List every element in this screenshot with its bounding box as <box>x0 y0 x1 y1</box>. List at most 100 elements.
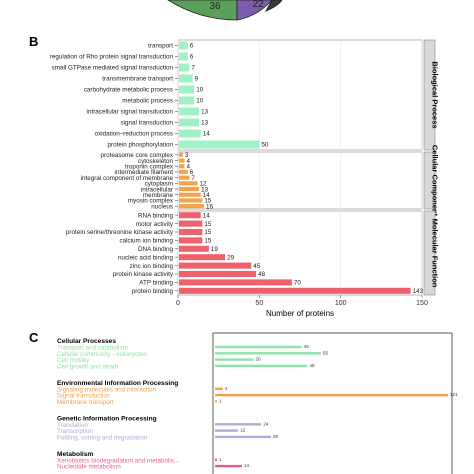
facet-strip <box>423 39 436 151</box>
bar-value-label: 50 <box>261 142 269 149</box>
facet-strip <box>423 210 436 296</box>
category-label: cytoplasm <box>145 181 173 188</box>
pie-slice-green-fill <box>167 0 238 21</box>
bar-signal-transduction <box>215 393 448 397</box>
bar-value-label: 14 <box>203 212 211 219</box>
category-label: DNA binding <box>138 246 174 253</box>
category-label: troponin complex <box>125 163 174 170</box>
bar-value-label: 48 <box>309 363 315 368</box>
bar-protein-binding <box>179 287 411 294</box>
category-label: transport <box>148 43 173 50</box>
group-title: Genetic Information Processing <box>57 415 157 422</box>
group-title: Cellular Processes <box>57 338 116 345</box>
bar-motor-activity <box>179 220 203 227</box>
pie-slice-dark <box>265 0 283 12</box>
bar-value-label: 20 <box>256 357 262 362</box>
bar-protein-phosphorylation <box>179 140 260 149</box>
bar-small-gtpase-mediated-signal-transduction <box>179 63 190 72</box>
category-label: integral component of membrane <box>81 175 174 182</box>
bar-membrane <box>179 192 201 197</box>
category-label: cytoskeleton <box>138 158 173 165</box>
category-label: signal transduction <box>120 120 173 127</box>
category-label: regulation of Rho protein signal transdu… <box>50 54 174 61</box>
category-label: nucleus <box>151 203 173 210</box>
pie-label-36: 36 <box>209 1 221 12</box>
pie-chart-panel-a: 36 22 <box>167 0 283 21</box>
bar-value-label: 15 <box>204 238 212 245</box>
bar-value-label: 7 <box>191 175 195 182</box>
bar-signal-transduction <box>179 118 200 127</box>
bar-value-label: 13 <box>201 109 209 116</box>
bar-nucleic-acid-binding <box>179 254 226 261</box>
bar-value-label: 15 <box>204 198 212 205</box>
facet-molecular-function: 14 RNA binding 15 motor activity 15 protein s… <box>66 210 439 296</box>
pathway-label: Membrane transport <box>57 399 114 406</box>
facet-strip-label: Biological Process <box>430 61 439 128</box>
bar-value-label: 10 <box>196 87 204 94</box>
pathway-label: Folding, sorting and degradation <box>57 435 148 442</box>
bar-value-label: 16 <box>206 203 214 210</box>
pathway-label: Nucleotide metabolism <box>57 464 121 471</box>
bar-folding-sorting-and-degradation <box>215 435 271 439</box>
kegg-group-genetic-information-processing: Genetic Information ProcessingTranslatio… <box>57 415 278 441</box>
bar-value-label: 10 <box>196 98 204 105</box>
facet-strip <box>423 151 436 210</box>
category-label: oxidation–reduction process <box>95 131 173 138</box>
bar-protein-serine-threonine-kinase-activity <box>179 228 203 236</box>
bar-intracellular-signal-transduction <box>179 107 200 116</box>
pathway-label: Transcription <box>57 428 94 435</box>
facet-panel-frame <box>177 39 423 151</box>
bar-value-label: 45 <box>253 263 261 270</box>
facet-strip-label: Molecular Function <box>430 219 439 288</box>
facet-cellular-component: 3 proteasome core complex 4 cytoskeleton 4 tr… <box>81 145 440 217</box>
bar-value-label: 19 <box>211 246 219 253</box>
group-title: Environmental Information Processing <box>57 380 178 387</box>
category-label: RNA binding <box>138 212 174 219</box>
bar-value-label: 24 <box>263 421 269 426</box>
bar-cellular-community-eukaryotes <box>215 352 321 355</box>
bar-value-label: 45 <box>304 344 310 349</box>
bar-value-label: 29 <box>273 434 279 439</box>
bar-cytoskeleton <box>179 158 185 163</box>
bar-value-label: 13 <box>201 186 209 193</box>
bar-membrane-transport <box>215 400 217 403</box>
bar-value-label: 70 <box>294 280 302 287</box>
bar-calcium-ion-binding <box>179 237 203 244</box>
category-label: motor activity <box>136 221 174 228</box>
bar-value-label: 4 <box>187 163 191 170</box>
bar-value-label: 6 <box>190 54 194 61</box>
pathway-label: Cell growth and death <box>57 364 119 371</box>
bar-value-label: 121 <box>450 392 458 397</box>
x-axis-title: Number of proteins <box>266 309 334 318</box>
bar-intermediate-filament <box>179 169 188 175</box>
category-label: intracellular <box>141 186 173 193</box>
bar-value-label: 1 <box>219 399 222 404</box>
x-tick-label: 150 <box>416 300 428 307</box>
x-tick-label: 50 <box>255 300 263 307</box>
bar-value-label: 55 <box>323 350 329 355</box>
pathway-label: Signaling molecules and interaction <box>57 386 157 393</box>
category-label: ATP binding <box>139 280 173 287</box>
category-label: intracellular signal transduction <box>87 109 174 116</box>
bar-integral-component-of-membrane <box>179 175 190 180</box>
kegg-group-environmental-information-processing: Environmental Information ProcessingSign… <box>57 380 458 406</box>
bar-value-label: 6 <box>190 169 194 176</box>
category-label: proteasome core complex <box>101 152 174 159</box>
bar-nucleotide-metabolism <box>215 464 242 468</box>
bar-transcription <box>215 429 239 432</box>
bar-signaling-molecules-and-interaction <box>215 387 223 390</box>
group-title: Metabolism <box>57 451 93 458</box>
bar-intracellular <box>179 186 200 192</box>
pathway-label: Signal transduction <box>57 393 111 400</box>
bar-value-label: 6 <box>190 43 194 50</box>
x-tick-label: 100 <box>335 300 347 307</box>
bar-cell-motility <box>215 358 254 361</box>
bar-zinc-ion-binding <box>179 262 252 269</box>
bar-dna-binding <box>179 245 209 252</box>
bar-value-label: 4 <box>225 386 228 391</box>
x-tick-label: 0 <box>176 300 180 307</box>
bar-value-label: 9 <box>195 76 199 83</box>
bar-cytoplasm <box>179 181 198 186</box>
